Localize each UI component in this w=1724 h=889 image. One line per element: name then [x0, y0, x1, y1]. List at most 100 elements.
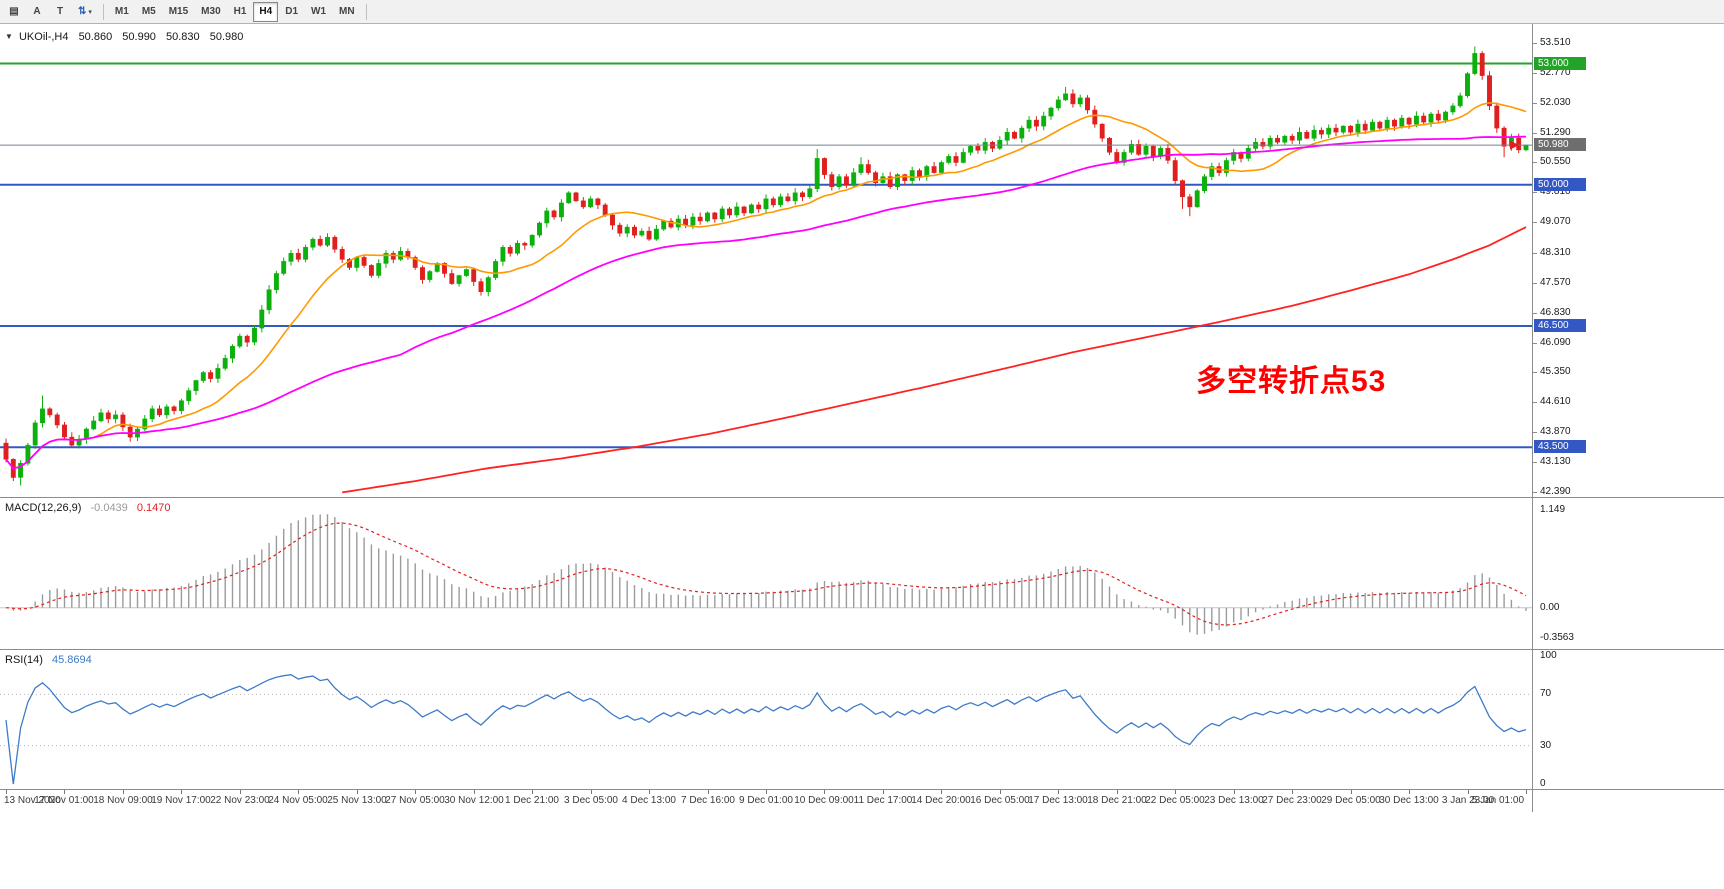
updown-arrows-icon: ⇅ — [78, 6, 87, 17]
price-tick-label: 53.510 — [1540, 36, 1571, 48]
price-scale-tick — [1533, 462, 1537, 464]
cursor-tool-icon: A — [33, 6, 41, 17]
time-axis-tick — [240, 790, 241, 794]
rsi-scale-label: 30 — [1540, 739, 1552, 751]
macd-scale-label: -0.3563 — [1540, 631, 1574, 643]
price-scale[interactable]: 53.510 52.770 52.030 51.290 50.550 49.810 49.0… — [1532, 24, 1724, 498]
toolbar-separator — [102, 3, 104, 20]
price-scale-tick — [1533, 132, 1537, 134]
time-label: 27 Dec 23:00 — [1262, 795, 1322, 806]
time-axis-tick — [883, 790, 884, 794]
price-tick-label: 43.130 — [1540, 456, 1571, 468]
price-arrow-icon — [1510, 140, 1519, 150]
macd-value: -0.0439 — [90, 502, 128, 514]
time-label: 30 Nov 12:00 — [444, 795, 504, 806]
time-label: 7 Dec 16:00 — [681, 795, 735, 806]
macd-scale[interactable]: 1.149 0.00 -0.3563 — [1532, 498, 1724, 650]
timeframe-m30-button[interactable]: M30 — [201, 6, 221, 17]
time-label: 19 Nov 17:00 — [151, 795, 211, 806]
time-axis-tick — [591, 790, 592, 794]
time-axis-tick — [649, 790, 650, 794]
time-label: 10 Dec 09:00 — [794, 795, 854, 806]
timeframe-h1-button[interactable]: H1 — [233, 6, 247, 17]
time-axis-tick — [474, 790, 475, 794]
time-label: 22 Dec 05:00 — [1145, 795, 1205, 806]
time-label: 27 Nov 05:00 — [385, 795, 445, 806]
price-scale-tick — [1533, 72, 1537, 74]
time-axis-tick — [1526, 790, 1527, 794]
text-tool-icon: T — [56, 6, 64, 17]
updown-arrows-button[interactable]: ⇅ ▾ — [72, 2, 98, 22]
low-value: 50.830 — [166, 31, 200, 43]
time-label: 4 Dec 13:00 — [622, 795, 676, 806]
time-label: 3 Jan 23:00 — [1441, 795, 1495, 806]
timeframe-mn-button[interactable]: MN — [339, 6, 355, 17]
timeframe-m1-button[interactable]: M1 — [114, 6, 129, 17]
price-scale-tick — [1533, 372, 1537, 374]
rsi-value: 45.8694 — [51, 654, 92, 666]
time-label: 13 Nov 2020 — [4, 795, 61, 806]
open-value: 50.860 — [78, 31, 113, 43]
price-scale-tick — [1533, 192, 1537, 194]
time-axis-tick — [1058, 790, 1059, 794]
chart-menu-arrow-icon[interactable]: ▼ — [5, 32, 13, 41]
pane-separator[interactable] — [0, 649, 1724, 650]
timeframe-h4-button[interactable]: H4 — [253, 1, 279, 22]
cursor-tool-button[interactable]: A — [26, 2, 48, 22]
price-tick-label: 43.870 — [1540, 426, 1571, 438]
price-scale-tick — [1533, 162, 1537, 164]
pane-separator — [0, 789, 1724, 790]
time-label: 14 Dec 20:00 — [911, 795, 971, 806]
symbol-timeframe-label: UKOil-,H4 — [18, 31, 69, 43]
text-tool-button[interactable]: T — [49, 2, 71, 22]
price-tick-label: 46.830 — [1540, 306, 1571, 318]
macd-scale-label: 1.149 — [1540, 504, 1566, 516]
candlestick-series — [3, 46, 1529, 486]
time-axis-tick — [1409, 790, 1410, 794]
rsi-scale-label: 100 — [1540, 650, 1557, 661]
price-tick-label: 51.290 — [1540, 126, 1571, 138]
time-axis-tick — [532, 790, 533, 794]
time-axis-tick — [415, 790, 416, 794]
time-label: 17 Dec 13:00 — [1028, 795, 1088, 806]
timeframe-m15-button[interactable]: M15 — [168, 6, 189, 17]
price-tick-label: 47.570 — [1540, 276, 1571, 288]
close-value: 50.980 — [209, 31, 244, 43]
time-label: 1 Dec 21:00 — [505, 795, 559, 806]
chart-grid-icon: ▤ — [9, 6, 19, 17]
price-level-badge: 53.000 — [1534, 56, 1586, 70]
time-label: 24 Nov 05:00 — [268, 795, 328, 806]
macd-scale-label: 0.00 — [1540, 601, 1560, 613]
toolbar: ▤ A T ⇅ ▾ M1 M5 M15 M30 H1 H4 D1 W1 MN — [0, 0, 1724, 24]
time-label: 25 Nov 13:00 — [327, 795, 387, 806]
pane-separator[interactable] — [0, 497, 1724, 498]
time-axis-tick — [64, 790, 65, 794]
current-price-line — [0, 140, 1532, 150]
time-axis-tick — [6, 790, 7, 794]
timeframe-m5-button[interactable]: M5 — [141, 6, 156, 17]
price-tick-label: 46.090 — [1540, 336, 1571, 348]
time-label: 30 Dec 13:00 — [1379, 795, 1439, 806]
chart-annotation-text[interactable]: 多空转折点53 — [1196, 365, 1387, 398]
symbol-ohlc-header: ▼ UKOil-,H4 50.860 50.990 50.830 50.980 — [5, 31, 250, 43]
rsi-scale[interactable]: 100 70 30 0 — [1532, 650, 1724, 790]
price-scale-tick — [1533, 432, 1537, 434]
time-label: 3 Dec 05:00 — [564, 795, 618, 806]
dropdown-caret-icon: ▾ — [88, 8, 92, 16]
price-tick-label: 49.810 — [1540, 186, 1571, 198]
timeframe-w1-button[interactable]: W1 — [311, 6, 327, 17]
scale-corner — [1532, 790, 1724, 812]
chart-grid-button[interactable]: ▤ — [3, 2, 25, 22]
time-axis-tick — [766, 790, 767, 794]
time-axis-tick — [357, 790, 358, 794]
rsi-header: RSI(14) 45.8694 — [5, 654, 92, 666]
price-tick-label: 48.310 — [1540, 246, 1571, 258]
timeframe-d1-button[interactable]: D1 — [285, 6, 299, 17]
time-axis[interactable]: 13 Nov 2020 17 Nov 01:00 18 Nov 09:00 19 No… — [0, 790, 1532, 812]
price-tick-label: 52.030 — [1540, 96, 1571, 108]
high-value: 50.990 — [122, 31, 156, 43]
time-axis-tick — [298, 790, 299, 794]
time-axis-tick — [1000, 790, 1001, 794]
